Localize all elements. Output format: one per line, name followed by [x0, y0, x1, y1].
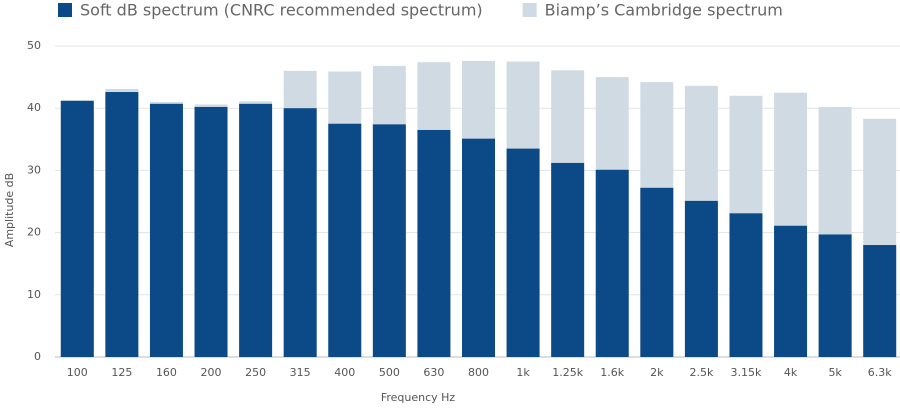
- x-tick-label: 1.6k: [600, 366, 624, 379]
- x-tick-label: 630: [423, 366, 444, 379]
- x-axis-title: Frequency Hz: [381, 391, 456, 404]
- x-tick-label: 160: [156, 366, 177, 379]
- y-tick-label: 20: [27, 226, 41, 239]
- legend-swatch: [522, 3, 537, 17]
- x-tick-label: 5k: [828, 366, 842, 379]
- x-tick-label: 250: [245, 366, 266, 379]
- bar: [149, 103, 183, 357]
- bar: [194, 106, 228, 358]
- x-tick-label: 400: [334, 366, 355, 379]
- y-tick-label: 10: [27, 288, 41, 301]
- bar: [462, 138, 495, 357]
- bar: [105, 92, 139, 357]
- bar: [684, 200, 718, 357]
- x-tick-label: 200: [201, 366, 222, 379]
- bar: [239, 103, 273, 357]
- bar: [863, 245, 897, 357]
- bar: [551, 162, 585, 357]
- x-tick-label: 2k: [650, 366, 664, 379]
- bar: [417, 129, 451, 357]
- x-tick-label: 2.5k: [689, 366, 713, 379]
- bar: [729, 213, 763, 357]
- x-tick-label: 3.15k: [731, 366, 762, 379]
- bar: [328, 123, 362, 357]
- x-tick-label: 100: [67, 366, 88, 379]
- x-tick-label: 4k: [784, 366, 798, 379]
- x-tick-label: 800: [468, 366, 489, 379]
- bar: [506, 148, 540, 357]
- x-tick-label: 500: [379, 366, 400, 379]
- x-tick-label: 1.25k: [552, 366, 583, 379]
- bar: [818, 234, 852, 357]
- y-tick-label: 40: [27, 101, 41, 114]
- x-tick-label: 315: [290, 366, 311, 379]
- bar: [60, 100, 94, 358]
- y-tick-label: 30: [27, 163, 41, 176]
- x-tick-label: 1k: [516, 366, 530, 379]
- bar: [640, 187, 674, 357]
- x-tick-label: 125: [111, 366, 132, 379]
- y-tick-label: 0: [34, 350, 41, 363]
- y-axis-title: Amplitude dB: [3, 173, 16, 247]
- y-tick-label: 50: [27, 39, 41, 52]
- bar: [372, 124, 406, 357]
- legend-label: Soft dB spectrum (CNRC recommended spect…: [80, 1, 483, 20]
- legend-swatch: [58, 3, 72, 17]
- legend-label: Biamp’s Cambridge spectrum: [545, 1, 783, 20]
- x-tick-label: 6.3k: [868, 366, 892, 379]
- bar: [774, 225, 808, 357]
- bar: [283, 108, 317, 357]
- bar: [595, 169, 629, 357]
